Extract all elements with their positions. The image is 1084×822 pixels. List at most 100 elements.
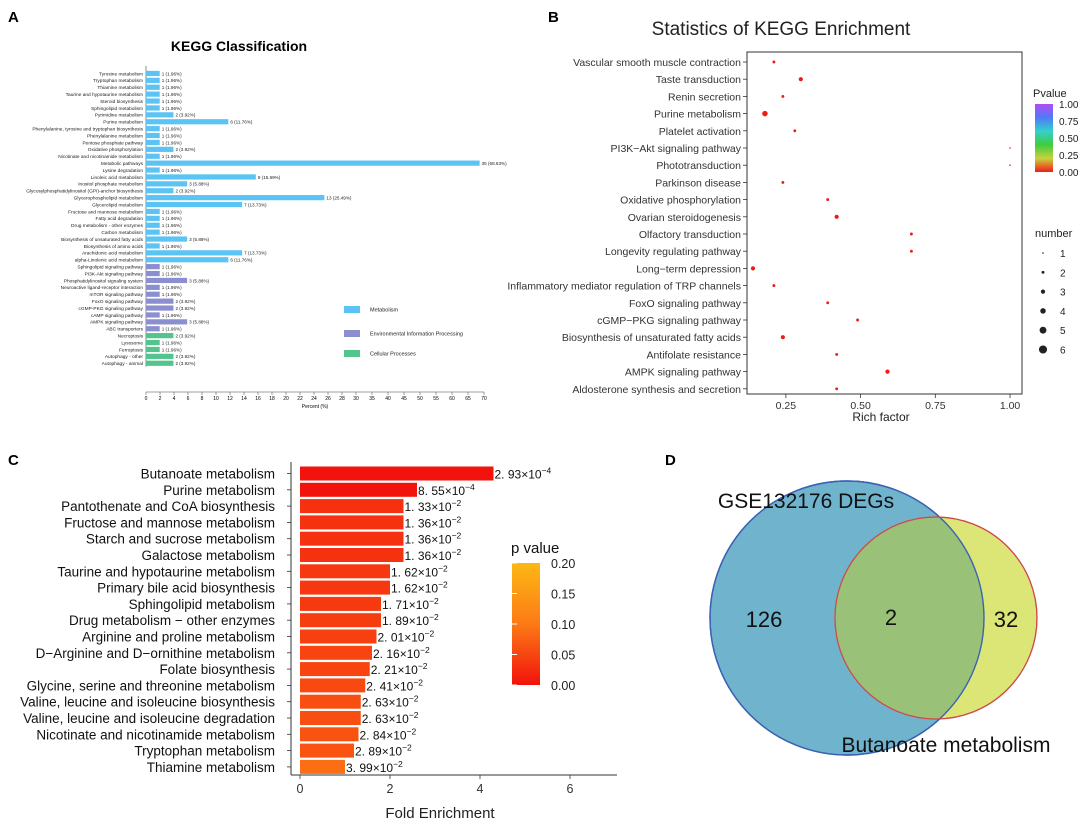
data-label: 1 (1.96%) — [162, 209, 182, 214]
p-value-label: 2. 16×10−2 — [373, 645, 430, 661]
p-value-label: 2. 01×10−2 — [378, 629, 435, 645]
color-tick-label: 1.00 — [1059, 100, 1079, 111]
x-tick-label: 65 — [465, 396, 471, 402]
svg-text:D: D — [665, 452, 676, 469]
data-label: 1 (1.96%) — [162, 347, 182, 352]
bar — [146, 326, 160, 332]
bar — [146, 77, 160, 83]
category-label: Autophagy - animal — [102, 361, 143, 367]
size-legend-label: 6 — [1060, 346, 1066, 357]
data-label: 7 (13.73%) — [244, 202, 267, 207]
color-tick-label: 0.00 — [1059, 168, 1079, 179]
kegg-classification-chart: KEGG Classification Tyrosine metabolism 1 … — [26, 38, 507, 410]
category-label: Glycine, serine and threonine metabolism — [27, 678, 275, 693]
x-tick-label: 16 — [255, 396, 261, 402]
bar — [300, 694, 361, 709]
category-label: Fructose and mannose metabolism — [68, 209, 143, 215]
size-legend-dot — [1038, 345, 1048, 354]
bar — [146, 277, 188, 284]
category-label: PI3K-Akt signaling pathway — [85, 271, 144, 277]
data-label: 3 (5.88%) — [189, 278, 209, 283]
set-b-outline — [834, 516, 1038, 720]
data-point — [834, 214, 839, 219]
p-value-mantissa: 2. 63 — [362, 696, 389, 710]
p-value-exponent: −2 — [409, 694, 419, 704]
size-legend-label: 4 — [1060, 307, 1066, 318]
bar — [146, 84, 160, 90]
x-tick-label: 50 — [417, 396, 423, 402]
x-tick-label: 35 — [369, 396, 375, 402]
legend-tick-label: 0.05 — [551, 649, 575, 663]
p-value-exponent: −2 — [452, 531, 462, 541]
legend-tick-label: 0.10 — [551, 618, 575, 632]
bar — [300, 613, 381, 628]
data-point — [885, 369, 890, 374]
data-label: 1 (1.96%) — [162, 223, 182, 228]
p-value-exponent: −2 — [452, 547, 462, 557]
data-point — [798, 77, 803, 82]
size-legend-label: 5 — [1060, 326, 1066, 337]
data-label: 2 (3.92%) — [175, 147, 195, 152]
p-value-label: 1. 62×10−2 — [391, 580, 448, 596]
data-label: 2 (3.92%) — [175, 333, 195, 338]
bar — [146, 153, 160, 159]
x-tick-label: 0.50 — [850, 400, 871, 412]
bar — [146, 250, 243, 256]
category-label: Drug metabolism - other enzymes — [71, 223, 144, 229]
data-label: 1 (1.96%) — [162, 271, 182, 276]
bar — [300, 727, 359, 742]
bar — [146, 174, 256, 180]
bar — [300, 499, 404, 514]
p-value-label: 2. 84×10−2 — [360, 726, 417, 742]
data-label: 3 (5.88%) — [189, 182, 209, 187]
data-point — [909, 249, 913, 253]
p-value-times: ×10 — [431, 500, 452, 514]
data-label: 1 (1.96%) — [162, 99, 182, 104]
bar — [146, 181, 188, 187]
p-value-times: ×10 — [382, 745, 403, 759]
x-tick-label: 40 — [385, 396, 391, 402]
data-point — [762, 110, 768, 117]
data-label: 1 (1.96%) — [162, 340, 182, 345]
data-point — [1009, 164, 1011, 166]
p-value-times: ×10 — [409, 614, 430, 628]
category-label: Inflammatory mediator regulation of TRP … — [507, 281, 741, 293]
x-axis-label: Fold Enrichment — [385, 805, 495, 822]
svg-text:A: A — [8, 9, 19, 26]
p-value-exponent: −2 — [418, 661, 428, 671]
data-label: 1 (1.96%) — [162, 216, 182, 221]
svg-text:B: B — [548, 9, 559, 26]
category-label: Arginine and proline metabolism — [82, 630, 275, 645]
data-label: 1 (1.96%) — [162, 140, 182, 145]
legend-swatch — [344, 350, 360, 357]
data-label: 1 (1.96%) — [162, 92, 182, 97]
p-value-mantissa: 1. 36 — [405, 516, 432, 530]
panel-a-letter: A — [8, 9, 19, 26]
bar — [146, 146, 174, 152]
p-value-label: 1. 36×10−2 — [405, 514, 462, 530]
x-tick-label: 6 — [187, 396, 190, 402]
size-legend-title: number — [1035, 228, 1073, 240]
data-point — [856, 318, 860, 322]
size-legend-label: 3 — [1060, 288, 1066, 299]
data-label: 2 (3.92%) — [175, 306, 195, 311]
category-label: Glycerophospholipid metabolism — [74, 195, 143, 201]
color-tick-label: 0.25 — [1059, 151, 1079, 162]
category-label: Taurine and hypotaurine metabolism — [57, 564, 275, 579]
p-value-mantissa: 1. 33 — [405, 500, 432, 514]
bar — [146, 119, 229, 125]
bar — [300, 515, 404, 530]
size-legend-dot — [1039, 326, 1047, 334]
x-tick-label: 4 — [477, 782, 484, 796]
bar — [146, 236, 188, 242]
data-label: 1 (1.96%) — [162, 313, 182, 318]
p-value-label: 2. 21×10−2 — [371, 661, 428, 677]
bar — [146, 139, 160, 146]
bar — [146, 188, 174, 194]
category-label: Platelet activation — [659, 126, 741, 138]
p-value-times: ×10 — [418, 565, 439, 579]
x-tick-label: 70 — [481, 396, 487, 402]
category-label: Long−term depression — [636, 263, 741, 275]
category-label: Tyrosine metabolism — [99, 71, 143, 77]
